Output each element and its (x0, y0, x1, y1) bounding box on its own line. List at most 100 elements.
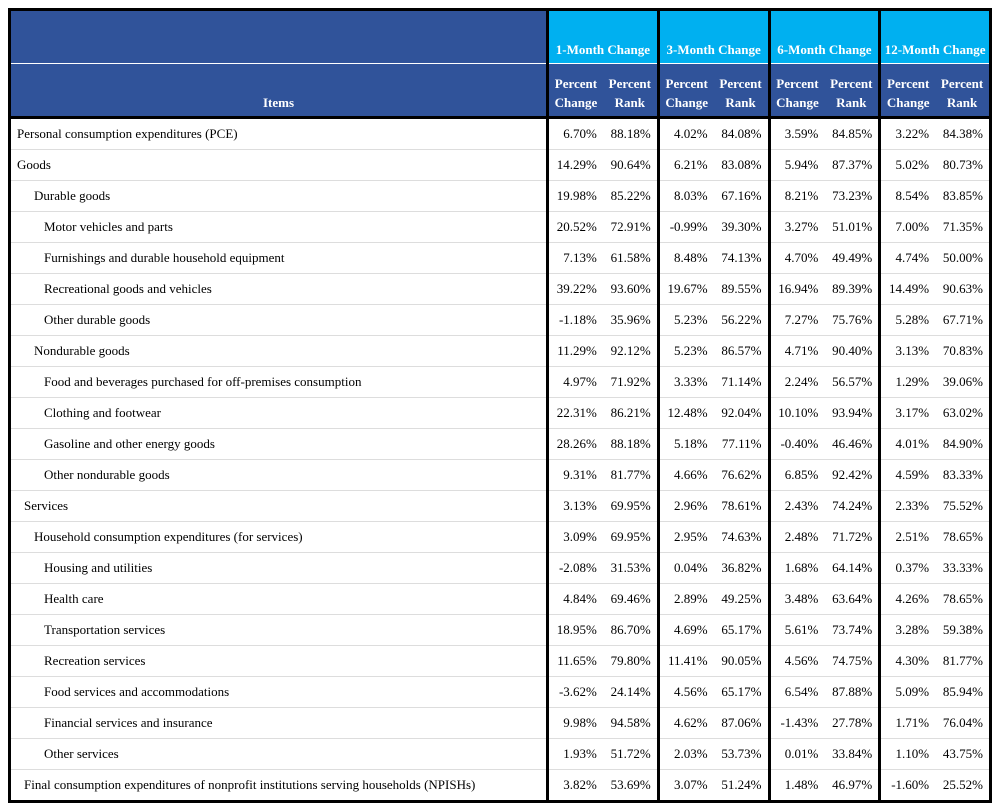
cell-value: 94.58% (602, 707, 659, 739)
cell-value: 65.17% (713, 676, 769, 708)
cell-value: 88.18% (602, 428, 659, 460)
cell-value: 8.03% (656, 180, 714, 212)
cell-value: 4.56% (656, 676, 714, 708)
cell-value: 76.04% (935, 707, 991, 739)
cell-value: 8.48% (656, 242, 714, 274)
row-label: Other nondurable goods (9, 459, 548, 491)
cell-value: 11.29% (545, 335, 603, 367)
cell-value: 14.49% (878, 273, 936, 305)
cell-value: 75.52% (935, 490, 991, 522)
row-label: Food services and accommodations (9, 676, 548, 708)
cell-value: 4.84% (545, 583, 603, 615)
cell-value: 83.85% (935, 180, 991, 212)
cell-value: 78.61% (713, 490, 769, 522)
table-row: Housing and utilities -2.08% 31.53% 0.04% 36… (9, 552, 991, 584)
cell-value: 83.08% (713, 149, 769, 181)
table-row: Other nondurable goods 9.31% 81.77% 4.66% 76… (9, 459, 991, 491)
cell-value: 87.37% (824, 149, 880, 181)
cell-value: 1.71% (878, 707, 936, 739)
cell-value: 90.63% (935, 273, 991, 305)
table-row: Financial services and insurance 9.98% 94.… (9, 707, 991, 739)
cell-value: 85.22% (602, 180, 659, 212)
table-row: Recreational goods and vehicles 39.22% 93.… (9, 273, 991, 305)
table-row: Health care 4.84% 69.46% 2.89% 49.25% 3.48% 63… (9, 583, 991, 615)
cell-value: 88.18% (602, 117, 659, 150)
items-header: Items (9, 63, 548, 119)
data-table: 1-Month Change 3-Month Change 6-Month Chan… (8, 8, 992, 803)
cell-value: 74.13% (713, 242, 769, 274)
cell-value: -3.62% (545, 676, 603, 708)
cell-value: 64.14% (824, 552, 880, 584)
cell-value: 90.40% (824, 335, 880, 367)
cell-value: 33.33% (935, 552, 991, 584)
cell-value: 0.04% (656, 552, 714, 584)
cell-value: 71.72% (824, 521, 880, 553)
cell-value: 69.95% (602, 490, 659, 522)
cell-value: 46.46% (824, 428, 880, 460)
cell-value: 11.41% (656, 645, 714, 677)
cell-value: 67.71% (935, 304, 991, 336)
cell-value: 84.08% (713, 117, 769, 150)
cell-value: 7.27% (767, 304, 825, 336)
cell-value: 11.65% (545, 645, 603, 677)
sub-header: Percent Change (656, 63, 714, 119)
cell-value: 93.94% (824, 397, 880, 429)
cell-value: 70.83% (935, 335, 991, 367)
cell-value: 75.76% (824, 304, 880, 336)
cell-value: 5.23% (656, 335, 714, 367)
cell-value: 39.30% (713, 211, 769, 243)
cell-value: 28.26% (545, 428, 603, 460)
cell-value: 67.16% (713, 180, 769, 212)
cell-value: 51.72% (602, 738, 659, 770)
cell-value: 86.21% (602, 397, 659, 429)
table-row: Household consumption expenditures (for … (9, 521, 991, 553)
cell-value: 4.70% (767, 242, 825, 274)
cell-value: 74.24% (824, 490, 880, 522)
cell-value: 31.53% (602, 552, 659, 584)
cell-value: 12.48% (656, 397, 714, 429)
cell-value: 90.64% (602, 149, 659, 181)
cell-value: 3.13% (545, 490, 603, 522)
cell-value: 74.63% (713, 521, 769, 553)
cell-value: 51.24% (721, 777, 762, 792)
row-label: Personal consumption expenditures (PCE) (9, 117, 548, 150)
cell-value: 92.42% (824, 459, 880, 491)
cell-value: 83.33% (935, 459, 991, 491)
table-row: Gasoline and other energy goods 28.26% 88.… (9, 428, 991, 460)
cell-value: 79.80% (602, 645, 659, 677)
cell-value: 8.54% (878, 180, 936, 212)
row-label: Housing and utilities (9, 552, 548, 584)
cell-value: 2.89% (656, 583, 714, 615)
cell-value: 46.97% (832, 777, 873, 792)
sub-header-row: Items Percent Change Percent Rank Percent C… (9, 63, 991, 119)
table-row: Final consumption expenditures of nonpro… (10, 769, 991, 802)
row-label: Durable goods (9, 180, 548, 212)
cell-value: 4.30% (878, 645, 936, 677)
group-header: 3-Month Change (656, 9, 769, 64)
table-row: Transportation services 18.95% 86.70% 4.69%… (9, 614, 991, 646)
row-label: Nondurable goods (9, 335, 548, 367)
table-row: Food services and accommodations -3.62% 24… (9, 676, 991, 708)
cell-value: 39.22% (545, 273, 603, 305)
cell-value: 6.70% (545, 117, 603, 150)
cell-value: 8.21% (767, 180, 825, 212)
cell-value: 7.00% (878, 211, 936, 243)
cell-value: -2.08% (545, 552, 603, 584)
cell-value: 2.24% (767, 366, 825, 398)
cell-value: 5.94% (767, 149, 825, 181)
cell-value: 5.61% (767, 614, 825, 646)
cell-value: 78.65% (935, 583, 991, 615)
cell-value: 19.67% (656, 273, 714, 305)
cell-value: 85.94% (935, 676, 991, 708)
cell-value: 78.65% (935, 521, 991, 553)
cell-value: 50.00% (935, 242, 991, 274)
cell-value: 2.51% (878, 521, 936, 553)
cell-value: 1.48% (767, 769, 825, 802)
cell-value: 77.11% (713, 428, 769, 460)
cell-value: 24.14% (602, 676, 659, 708)
cell-value: 3.13% (878, 335, 936, 367)
cell-value: 14.29% (545, 149, 603, 181)
cell-value: 80.73% (935, 149, 991, 181)
cell-value: 36.82% (713, 552, 769, 584)
